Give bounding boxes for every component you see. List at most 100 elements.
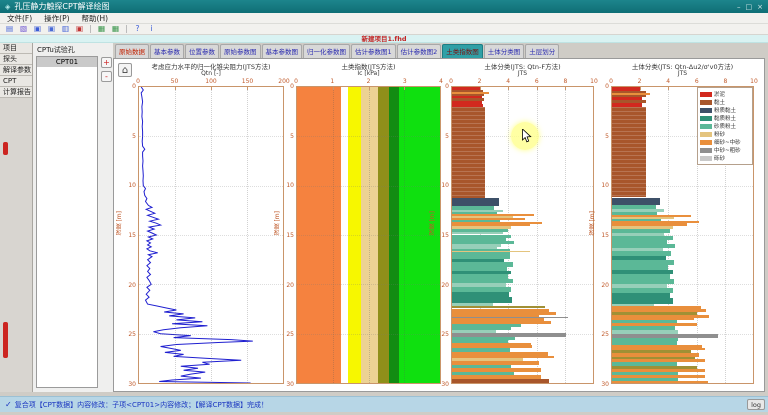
- chart-0-plot[interactable]: [138, 86, 284, 384]
- legend-swatch: [700, 115, 712, 121]
- save-all-icon[interactable]: ▣: [47, 24, 56, 33]
- home-icon[interactable]: ⌂: [118, 63, 132, 77]
- legend-swatch: [700, 99, 712, 105]
- soil-bar: [612, 344, 703, 348]
- sidebar-item-2[interactable]: 解译参数: [0, 65, 32, 76]
- sidebar-item-1[interactable]: 探头: [0, 54, 32, 65]
- chart-1-ytick: 30: [286, 381, 294, 388]
- soil-bar: [452, 234, 512, 238]
- legend-entry: 粉砂: [700, 130, 750, 138]
- cpt-hole-list[interactable]: CPT01: [36, 56, 98, 388]
- soil-bar: [452, 246, 498, 250]
- tab-7[interactable]: 估计参数图2: [396, 44, 442, 58]
- soil-bar: [452, 368, 541, 372]
- tab-5[interactable]: 归一化参数图: [303, 44, 350, 58]
- gridline-v: [724, 87, 726, 383]
- chart-3-ytick: 25: [601, 331, 609, 339]
- gridline-h: [297, 284, 440, 286]
- soil-bar: [452, 96, 482, 99]
- tab-9[interactable]: 土体分类图: [483, 44, 525, 58]
- minimize-icon[interactable]: –: [737, 2, 741, 11]
- chart-3-ylabel: 深度 [m]: [589, 211, 596, 236]
- legend-swatch: [700, 91, 712, 97]
- legend-entry: 砂质粉土: [700, 122, 750, 130]
- tab-0[interactable]: 原始数据: [115, 44, 149, 58]
- sidebar-red-marker-2[interactable]: [3, 322, 8, 358]
- soil-bar: [612, 312, 697, 316]
- soil-bar: [452, 342, 531, 345]
- soil-bar: [612, 329, 679, 335]
- menu-item-1[interactable]: 操作(P): [44, 13, 70, 23]
- remove-hole-button[interactable]: -: [101, 71, 112, 82]
- soil-bar: [612, 247, 663, 251]
- copy-icon[interactable]: ▥: [61, 24, 70, 33]
- save-icon[interactable]: ▣: [33, 24, 42, 33]
- soil-bar: [452, 206, 495, 210]
- about-icon[interactable]: i: [150, 24, 153, 33]
- tab-8[interactable]: 土类指数图: [442, 44, 483, 58]
- result-table-icon[interactable]: ▦: [111, 24, 120, 33]
- ic-zone-band: [360, 87, 378, 383]
- gridline-h: [297, 136, 440, 138]
- close-icon[interactable]: ×: [757, 2, 763, 11]
- tab-10[interactable]: 土层划分: [525, 44, 560, 58]
- soil-bar: [452, 209, 503, 213]
- chart-0-xtick: 100: [205, 78, 217, 85]
- delete-icon[interactable]: ▣: [75, 24, 84, 33]
- soil-bar: [452, 283, 506, 288]
- curve-svg: [140, 87, 253, 383]
- soil-bar: [612, 274, 670, 280]
- soil-bar: [612, 288, 673, 294]
- sidebar-item-4[interactable]: 计算报告: [0, 87, 32, 98]
- soil-bar: [612, 298, 673, 304]
- chart-0-ytick: 0: [132, 83, 136, 90]
- soil-bar: [612, 99, 646, 103]
- document-tab[interactable]: 新建项目1.fhd: [0, 35, 768, 43]
- menu-item-0[interactable]: 文件(F): [7, 13, 33, 23]
- soil-bar: [452, 240, 515, 244]
- chart-2-xtick: 8: [563, 78, 568, 85]
- tick-mark: [404, 87, 406, 90]
- chart-3-ytick: 15: [601, 232, 609, 239]
- soil-bar: [452, 270, 512, 275]
- tick-mark: [668, 87, 670, 90]
- tab-3[interactable]: 原始参数图: [220, 44, 261, 58]
- soil-bar: [452, 303, 493, 306]
- cpt-hole-item[interactable]: CPT01: [37, 57, 97, 67]
- tab-1[interactable]: 基本参数: [150, 44, 184, 58]
- soil-bar: [612, 97, 642, 100]
- soil-bar: [452, 232, 503, 235]
- tab-4[interactable]: 基本参数图: [261, 44, 302, 58]
- soil-bar: [452, 252, 510, 259]
- document-title: 新建项目1.fhd: [361, 35, 407, 43]
- help-icon[interactable]: ?: [135, 24, 140, 33]
- maximize-icon[interactable]: □: [745, 2, 753, 11]
- tab-2[interactable]: 位置参数: [185, 44, 219, 58]
- ic-zone-band: [297, 87, 342, 383]
- open-folder-icon[interactable]: ▧: [19, 24, 28, 33]
- soil-bar: [612, 235, 673, 240]
- sidebar-item-0[interactable]: 项目: [0, 43, 32, 54]
- soil-bar: [612, 197, 660, 206]
- legend-swatch: [700, 107, 712, 113]
- soil-bar: [452, 361, 540, 365]
- chart-3-xtick: 8: [723, 78, 728, 85]
- soil-bar: [612, 205, 656, 210]
- soil-bar: [612, 264, 669, 270]
- menu-item-2[interactable]: 帮助(H): [81, 13, 109, 23]
- add-hole-button[interactable]: +: [101, 57, 112, 68]
- log-button[interactable]: log: [747, 399, 765, 410]
- titlebar: ◈ 孔压静力触探CPT解译绘图 – □ ×: [0, 0, 768, 13]
- data-table-icon[interactable]: ▦: [97, 24, 106, 33]
- soil-bar: [452, 228, 509, 233]
- soil-bar: [452, 358, 523, 362]
- soil-bar: [612, 375, 706, 379]
- new-file-icon[interactable]: ▤: [5, 24, 14, 33]
- chart-1-plot[interactable]: [296, 86, 441, 384]
- chart-1-xtick: 3: [402, 78, 407, 85]
- sidebar-item-3[interactable]: CPT: [0, 76, 32, 87]
- chart-3-xtick: 4: [666, 78, 671, 85]
- tab-6[interactable]: 估计参数图1: [351, 44, 396, 58]
- sidebar-red-marker-1[interactable]: [3, 142, 8, 155]
- gridline-v: [404, 87, 406, 383]
